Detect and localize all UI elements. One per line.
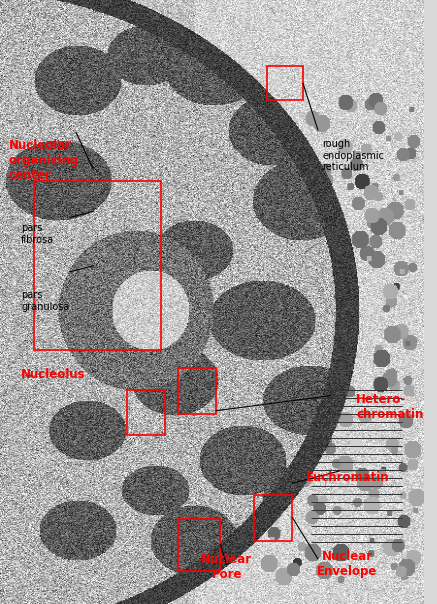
Text: Nuclear
Pore: Nuclear Pore <box>201 553 252 580</box>
Text: Euchromatin: Euchromatin <box>306 471 389 484</box>
Bar <box>178 368 216 414</box>
Text: Nucleolus: Nucleolus <box>21 368 86 382</box>
Text: Nucleolar
organizing
center: Nucleolar organizing center <box>8 139 79 182</box>
Text: Hetero-
chromatin: Hetero- chromatin <box>356 393 423 420</box>
Text: pars
granulosa: pars granulosa <box>21 290 69 312</box>
Bar <box>127 390 165 435</box>
Bar <box>178 519 220 571</box>
Bar <box>34 181 161 350</box>
Text: Nuclear
Envelope: Nuclear Envelope <box>317 550 378 577</box>
Text: pars
fibrosa: pars fibrosa <box>21 223 54 245</box>
Bar <box>254 495 292 541</box>
Bar <box>267 66 303 100</box>
Text: rough
endoplasmic
reticulum: rough endoplasmic reticulum <box>322 139 384 172</box>
